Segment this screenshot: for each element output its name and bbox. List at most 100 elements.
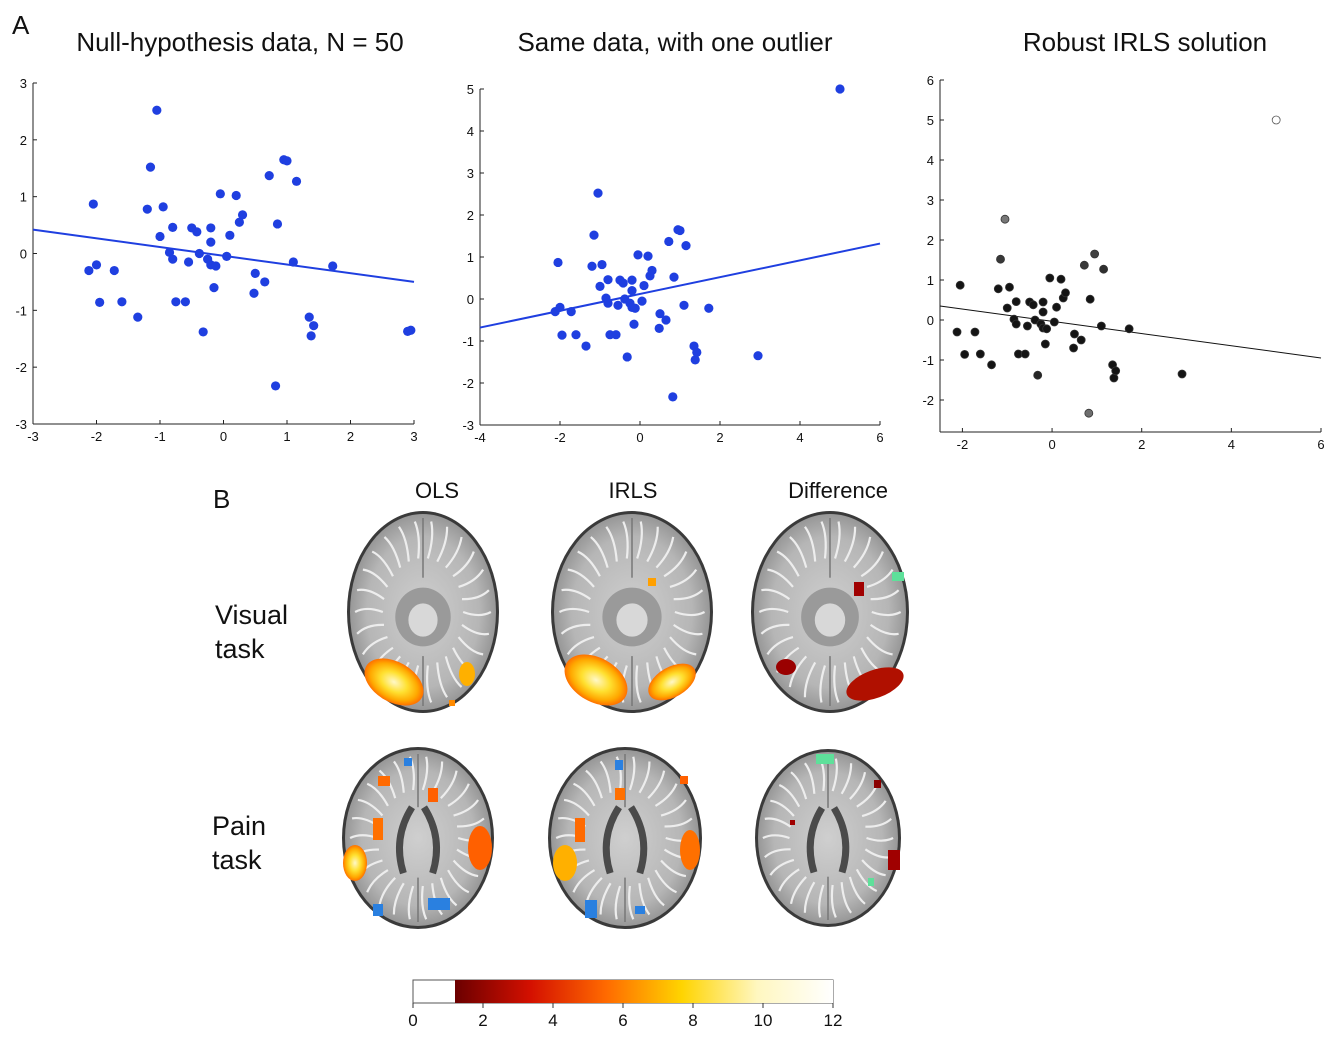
gyrus [766, 635, 794, 655]
data-point [234, 217, 244, 227]
activation-cluster [868, 878, 874, 886]
gyrus [356, 588, 385, 600]
activation-cluster [874, 780, 881, 788]
x-tick-label: 6 [876, 430, 883, 445]
data-point [142, 204, 152, 214]
data-point [209, 283, 219, 293]
data-point [84, 265, 94, 276]
gyrus [848, 876, 866, 905]
y-tick-label: 0 [20, 247, 27, 262]
data-point [155, 231, 165, 242]
data-point [272, 219, 283, 229]
y-tick-label: 4 [927, 153, 934, 168]
gyrus [383, 536, 402, 568]
activation-cluster [892, 572, 904, 581]
data-point [88, 199, 98, 209]
colorbar-tick-label: 6 [618, 1011, 627, 1030]
column-header-difference: Difference [788, 478, 888, 503]
gyrus [635, 665, 642, 703]
gyrus [663, 551, 688, 578]
data-point [403, 326, 413, 336]
scatter-plots: -3 -2 -1 0 1 2 3 -3 -2 -1 0 1 2 3 -4 -2 0 2 4 6 -3 -2 -1 0 1 2 3 4 5… [15, 73, 1324, 452]
gyrus [413, 521, 420, 559]
data-point [158, 202, 168, 212]
x-tick-label: -2 [554, 430, 566, 445]
activation-cluster [459, 662, 475, 686]
gyrus [778, 783, 801, 808]
data-point [1079, 260, 1089, 270]
ventricle-right [830, 806, 850, 874]
data-point [952, 327, 962, 337]
gyrus [660, 859, 687, 878]
gyrus [572, 869, 596, 893]
colorbar-tick-label: 8 [688, 1011, 697, 1030]
data-point [692, 347, 702, 357]
gyrus [638, 883, 651, 916]
gyrus [833, 521, 841, 559]
data-point [629, 319, 639, 329]
data-point [960, 349, 970, 359]
gyrus [818, 884, 825, 918]
colorbar-tick-label: 10 [754, 1011, 773, 1030]
gyrus [660, 799, 687, 817]
colorbar-gradient [455, 980, 833, 1003]
brain-pain-difference [755, 749, 901, 927]
data-point [647, 265, 657, 276]
data-point [1000, 214, 1010, 224]
activation-cluster [564, 654, 628, 706]
row-label-visual-task: Visual task [215, 598, 288, 666]
data-point [1069, 343, 1078, 353]
data-point [306, 331, 316, 341]
data-point [675, 225, 685, 236]
data-point [661, 315, 671, 325]
gyrus [669, 636, 697, 656]
gyrus [440, 770, 458, 799]
activation-cluster [680, 830, 700, 870]
gyrus [866, 569, 894, 589]
y-tick-label: 4 [467, 124, 474, 139]
activation-cluster [846, 667, 904, 701]
data-point [987, 360, 996, 370]
activation-cluster [648, 663, 696, 701]
data-point [970, 327, 980, 337]
ventricle-left [602, 805, 622, 875]
data-point [192, 227, 202, 237]
data-point [996, 254, 1005, 264]
data-point [1042, 324, 1052, 334]
data-point [955, 280, 965, 290]
panel-a-label: A [12, 10, 30, 40]
gyrus [590, 536, 609, 568]
gyrus [567, 568, 595, 588]
activation-cluster [635, 906, 645, 914]
gyrus [770, 799, 795, 817]
gyrus [760, 623, 790, 635]
data-point [593, 188, 603, 198]
data-point [668, 392, 678, 402]
gyrus [457, 636, 484, 656]
gyrus [762, 834, 790, 840]
x-tick-label: 2 [347, 429, 354, 444]
data-point [109, 265, 119, 276]
gyrus [830, 884, 837, 918]
gyrus [855, 868, 878, 893]
gyrus [674, 610, 706, 617]
activation-cluster [585, 900, 597, 918]
y-tick-label: 3 [20, 76, 27, 91]
data-point [282, 156, 292, 166]
gyrus [447, 869, 470, 894]
data-point [622, 352, 632, 362]
gyrus [769, 858, 795, 876]
data-point [975, 349, 985, 359]
gyrus [366, 782, 389, 807]
data-point [1038, 297, 1048, 307]
scatter-chart-3: -2 0 2 4 6 -2 -1 0 1 2 3 4 5 6 [922, 73, 1324, 452]
data-point [194, 248, 204, 259]
gyrus [654, 783, 678, 807]
data-point [555, 302, 565, 312]
data-point [1124, 324, 1134, 334]
gyrus [561, 588, 591, 601]
x-tick-label: 3 [410, 429, 417, 444]
data-point [1052, 302, 1061, 312]
gyrus [436, 526, 449, 563]
activation-cluster [776, 659, 796, 675]
